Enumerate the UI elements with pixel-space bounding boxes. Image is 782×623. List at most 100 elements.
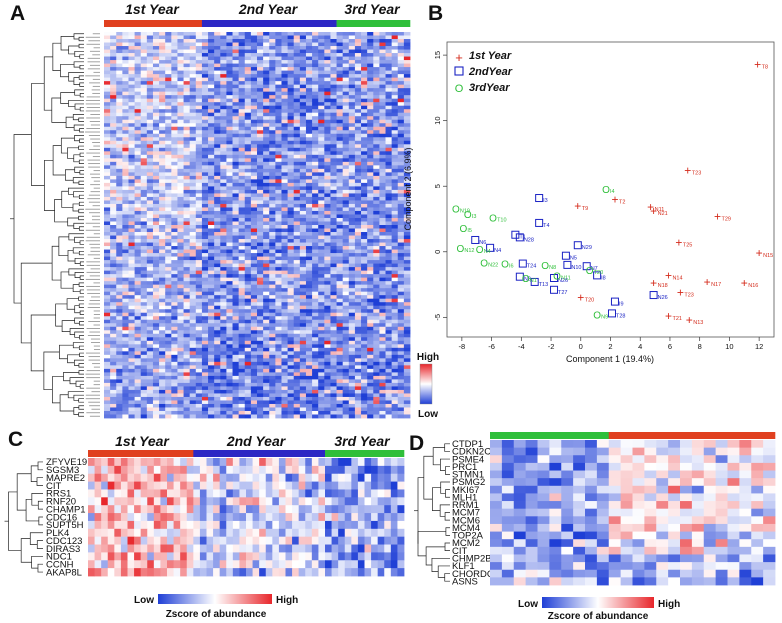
heatmap-cell — [348, 323, 356, 328]
heatmap-cell — [281, 225, 288, 229]
heatmap-cell — [159, 249, 166, 254]
heatmap-cell — [367, 70, 374, 75]
heatmap-cell — [361, 295, 368, 300]
heatmap-cell — [250, 340, 258, 345]
heatmap-cell — [324, 330, 331, 335]
heatmap-cell — [391, 102, 399, 107]
heatmap-cell — [238, 53, 246, 57]
heatmap-cell — [336, 333, 344, 338]
heatmap-cell — [140, 84, 148, 89]
heatmap-cell — [312, 179, 319, 184]
heatmap-cell — [263, 340, 270, 345]
heatmap-cell — [403, 175, 411, 180]
heatmap-cell — [134, 312, 142, 317]
heatmap-cell — [226, 172, 233, 177]
heatmap-cell — [226, 186, 233, 191]
heatmap-cell — [201, 281, 209, 286]
heatmap-cell — [318, 267, 325, 272]
heatmap-cell — [281, 102, 288, 107]
heatmap-cell — [373, 182, 380, 187]
heatmap-cell — [348, 172, 356, 177]
heatmap-cell — [348, 161, 356, 166]
heatmap-cell — [305, 347, 313, 352]
heatmap-cell — [201, 210, 209, 215]
heatmap-cell — [250, 172, 258, 177]
heatmap-cell — [140, 200, 148, 205]
heatmap-cell — [269, 77, 276, 82]
heatmap-cell — [269, 193, 276, 198]
heatmap-cell — [257, 337, 264, 342]
heatmap-cell — [324, 291, 331, 296]
heatmap-cell — [324, 60, 331, 64]
heatmap-cell — [152, 151, 160, 156]
heatmap-cell — [275, 214, 282, 219]
heatmap-cell — [232, 298, 240, 303]
heatmap-cell — [403, 56, 411, 61]
heatmap-cell — [391, 193, 399, 198]
heatmap-cell — [361, 39, 368, 43]
heatmap-cell — [195, 323, 203, 328]
heatmap-cell — [189, 137, 197, 142]
heatmap-cell — [159, 225, 166, 229]
heatmap-cell — [373, 102, 380, 107]
heatmap-cell — [385, 207, 393, 212]
heatmap-cell — [397, 130, 405, 135]
heatmap-cell — [257, 102, 264, 107]
heatmap-cell — [110, 260, 117, 264]
heatmap-cell — [318, 179, 325, 184]
heatmap-cell — [116, 333, 123, 338]
heatmap-cell — [354, 354, 362, 359]
heatmap-cell — [183, 140, 191, 145]
heatmap-cell — [318, 63, 325, 68]
heatmap-cell — [287, 298, 295, 303]
heatmap-cell — [281, 316, 288, 321]
heatmap-cell — [220, 298, 227, 303]
heatmap-cell — [275, 203, 282, 208]
heatmap-cell — [250, 42, 258, 47]
heatmap-cell — [269, 316, 276, 321]
heatmap-cell — [275, 277, 282, 282]
heatmap-cell — [220, 53, 227, 57]
heatmap-cell — [250, 165, 258, 170]
heatmap-cell — [146, 67, 154, 71]
heatmap-cell — [116, 105, 123, 110]
heatmap-cell — [183, 193, 191, 198]
heatmap-cell — [195, 242, 203, 247]
heatmap-cell — [299, 84, 307, 89]
heatmap-cell — [226, 91, 233, 96]
heatmap-cell — [257, 340, 264, 345]
heatmap-cell — [238, 123, 246, 128]
heatmap-cell — [110, 46, 117, 50]
heatmap-cell — [226, 263, 233, 268]
heatmap-cell — [373, 39, 380, 43]
heatmap-cell — [171, 193, 178, 198]
heatmap-cell — [226, 228, 233, 233]
heatmap-cell — [281, 126, 288, 131]
heatmap-cell — [128, 319, 135, 324]
heatmap-cell — [263, 239, 270, 243]
heatmap-cell — [244, 270, 252, 275]
heatmap-cell — [189, 347, 197, 352]
heatmap-cell — [165, 193, 172, 198]
heatmap-cell — [269, 186, 276, 191]
heatmap-cell — [269, 49, 276, 54]
heatmap-cell — [110, 56, 117, 61]
dendrogram-branch — [52, 42, 62, 71]
heatmap-cell — [238, 274, 246, 279]
heatmap-cell — [269, 305, 276, 310]
heatmap-cell — [214, 91, 221, 96]
heatmap-cell — [220, 228, 227, 233]
heatmap-cell — [281, 249, 288, 254]
heatmap-cell — [152, 46, 160, 50]
heatmap-cell — [104, 172, 111, 177]
heatmap-cell — [201, 312, 209, 317]
heatmap-cell — [183, 232, 191, 236]
heatmap-cell — [140, 305, 148, 310]
heatmap-cell — [263, 84, 270, 89]
heatmap-cell — [299, 182, 307, 187]
heatmap-cell — [146, 210, 154, 215]
heatmap-cell — [330, 277, 337, 282]
heatmap-cell — [177, 323, 184, 328]
heatmap-cell — [122, 312, 129, 317]
heatmap-cell — [373, 140, 380, 145]
